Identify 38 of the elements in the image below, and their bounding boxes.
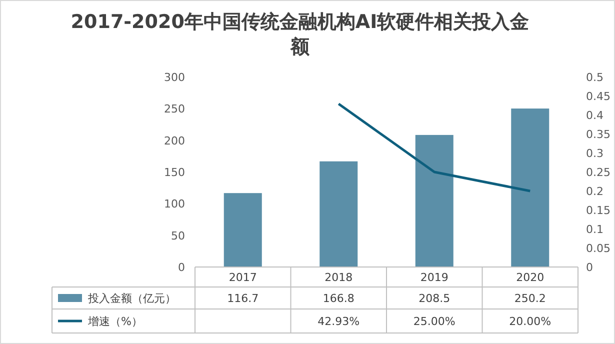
data-label: 250.2 xyxy=(514,292,546,305)
data-label: 25.00% xyxy=(413,315,456,328)
y-tick-label: 200 xyxy=(164,134,185,148)
x-tick-label: 2018 xyxy=(324,271,353,284)
bar xyxy=(320,161,358,267)
x-tick-label: 2020 xyxy=(516,271,544,284)
bar xyxy=(415,134,454,267)
legend-label: 增速（%） xyxy=(87,315,142,328)
legend-label: 投入金额（亿元） xyxy=(87,292,176,305)
y2-tick-label: 0 xyxy=(586,261,593,274)
y2-tick-label: 0.05 xyxy=(586,242,610,255)
y2-tick-label: 0.25 xyxy=(586,166,610,179)
x-tick-label: 2017 xyxy=(228,271,257,284)
y-tick-label: 100 xyxy=(164,198,185,211)
y-tick-label: 150 xyxy=(164,166,185,179)
y-tick-label: 300 xyxy=(164,71,185,84)
title: 2017-2020年中国传统金融机构AI软硬件相关投入金额 xyxy=(70,11,530,58)
y2-tick-label: 0.5 xyxy=(586,71,604,84)
data-label: 20.00% xyxy=(509,315,552,328)
y2-tick-label: 0.1 xyxy=(586,223,604,236)
data-label: 116.7 xyxy=(227,292,259,305)
legend: 投入金额（亿元） xyxy=(58,292,176,305)
y-tick-label: 250 xyxy=(164,102,185,116)
y-tick-label: 0 xyxy=(178,261,185,274)
data-label: 208.5 xyxy=(418,292,450,305)
bar xyxy=(511,108,550,267)
legend: 增速（%） xyxy=(58,315,142,328)
data-label: 42.93% xyxy=(318,315,360,328)
y2-tick-label: 0.15 xyxy=(586,204,610,217)
y2-tick-label: 0.3 xyxy=(586,147,604,160)
y2-tick-label: 0.4 xyxy=(586,109,604,122)
y2-tick-label: 0.45 xyxy=(586,90,610,103)
y-tick-label: 50 xyxy=(171,229,185,242)
y2-tick-label: 0.2 xyxy=(586,185,604,198)
y2-tick-label: 0.35 xyxy=(586,128,610,141)
bar xyxy=(224,193,262,267)
x-tick-label: 2019 xyxy=(420,271,448,284)
data-label: 166.8 xyxy=(322,292,354,305)
